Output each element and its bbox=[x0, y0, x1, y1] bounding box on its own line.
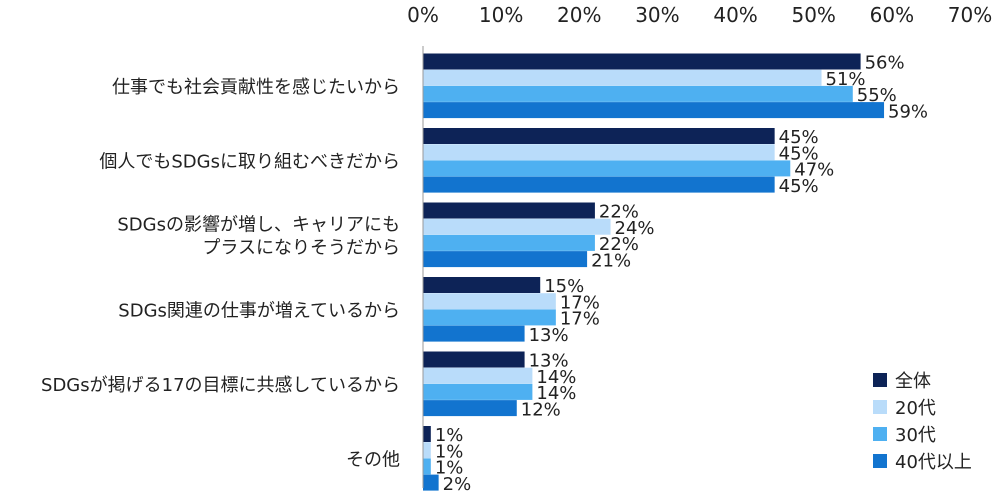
data-label: 22% bbox=[599, 234, 639, 255]
bar bbox=[423, 277, 541, 293]
x-tick-label: 10% bbox=[479, 3, 523, 27]
bar bbox=[423, 325, 525, 342]
bar bbox=[423, 102, 885, 119]
x-tick-label: 20% bbox=[557, 3, 601, 27]
bar bbox=[423, 309, 556, 326]
data-label: 17% bbox=[560, 292, 600, 313]
bar bbox=[423, 202, 595, 219]
bar bbox=[423, 85, 853, 102]
data-label: 21% bbox=[591, 250, 631, 271]
legend-swatch bbox=[873, 426, 887, 441]
data-label: 17% bbox=[560, 309, 600, 330]
x-tick-label: 70% bbox=[948, 3, 992, 27]
data-label: 24% bbox=[615, 218, 655, 239]
data-label: 45% bbox=[779, 143, 819, 164]
legend-label: 20代 bbox=[895, 397, 936, 419]
bars bbox=[423, 53, 885, 491]
data-label: 51% bbox=[826, 69, 866, 90]
x-tick-label: 50% bbox=[791, 3, 835, 27]
data-label: 47% bbox=[794, 160, 834, 181]
x-tick-label: 40% bbox=[713, 3, 757, 27]
bar bbox=[423, 400, 517, 417]
category-label: 個人でもSDGsに取り組むべきだから bbox=[99, 151, 400, 172]
category-label: 仕事でも社会貢献性を感じたいから bbox=[112, 77, 400, 98]
bar bbox=[423, 367, 533, 384]
legend-label: 全体 bbox=[895, 370, 931, 392]
bar bbox=[423, 234, 595, 251]
bar bbox=[423, 218, 611, 235]
data-label: 59% bbox=[888, 101, 928, 122]
data-label: 15% bbox=[544, 276, 584, 297]
data-label: 22% bbox=[599, 202, 639, 223]
data-label: 14% bbox=[536, 367, 576, 388]
legend-swatch bbox=[873, 399, 887, 414]
x-tick-label: 60% bbox=[870, 3, 914, 27]
bar bbox=[423, 458, 431, 475]
category-label: SDGsが掲げる17の目標に共感しているから bbox=[41, 375, 400, 396]
data-label: 14% bbox=[536, 383, 576, 404]
bar bbox=[423, 442, 431, 459]
bar bbox=[423, 293, 556, 310]
bar bbox=[423, 176, 775, 193]
value-labels: 56%51%55%59%45%45%47%45%22%24%22%21%15%1… bbox=[435, 53, 928, 492]
legend-item-20s: 20代 bbox=[873, 393, 972, 420]
legend-swatch bbox=[873, 453, 887, 468]
x-tick-label: 30% bbox=[635, 3, 679, 27]
legend-item-all: 全体 bbox=[873, 366, 972, 393]
bar bbox=[423, 53, 861, 70]
bar bbox=[423, 160, 791, 177]
data-label: 13% bbox=[529, 325, 569, 346]
data-label: 45% bbox=[779, 176, 819, 197]
data-label: 13% bbox=[529, 351, 569, 372]
data-label: 1% bbox=[435, 425, 464, 446]
bar bbox=[423, 474, 439, 491]
legend: 全体 20代 30代 40代以上 bbox=[873, 366, 972, 474]
category-label: その他 bbox=[346, 449, 400, 470]
bar bbox=[423, 426, 431, 442]
bar bbox=[423, 383, 533, 400]
bar bbox=[423, 69, 822, 86]
data-label: 2% bbox=[443, 474, 472, 492]
category-label: SDGsの影響が増し、キャリアにも bbox=[117, 214, 400, 235]
legend-label: 40代以上 bbox=[895, 451, 972, 473]
bar bbox=[423, 351, 525, 368]
legend-swatch bbox=[873, 372, 887, 387]
legend-item-40s-plus: 40代以上 bbox=[873, 447, 972, 474]
data-label: 1% bbox=[435, 458, 464, 479]
data-label: 45% bbox=[779, 127, 819, 148]
data-label: 1% bbox=[435, 441, 464, 462]
bar bbox=[423, 144, 775, 161]
x-axis-ticks: 0% 10% 20% 30% 40% 50% 60% 70% bbox=[407, 3, 992, 27]
data-label: 12% bbox=[521, 399, 561, 420]
category-label: SDGs関連の仕事が増えているから bbox=[118, 300, 400, 321]
bar bbox=[423, 128, 775, 144]
data-label: 56% bbox=[865, 53, 905, 74]
legend-label: 30代 bbox=[895, 424, 936, 446]
data-label: 55% bbox=[857, 85, 897, 106]
bar bbox=[423, 251, 588, 268]
category-label: プラスになりそうだから bbox=[202, 237, 400, 258]
legend-item-30s: 30代 bbox=[873, 420, 972, 447]
x-tick-label: 0% bbox=[407, 3, 439, 27]
